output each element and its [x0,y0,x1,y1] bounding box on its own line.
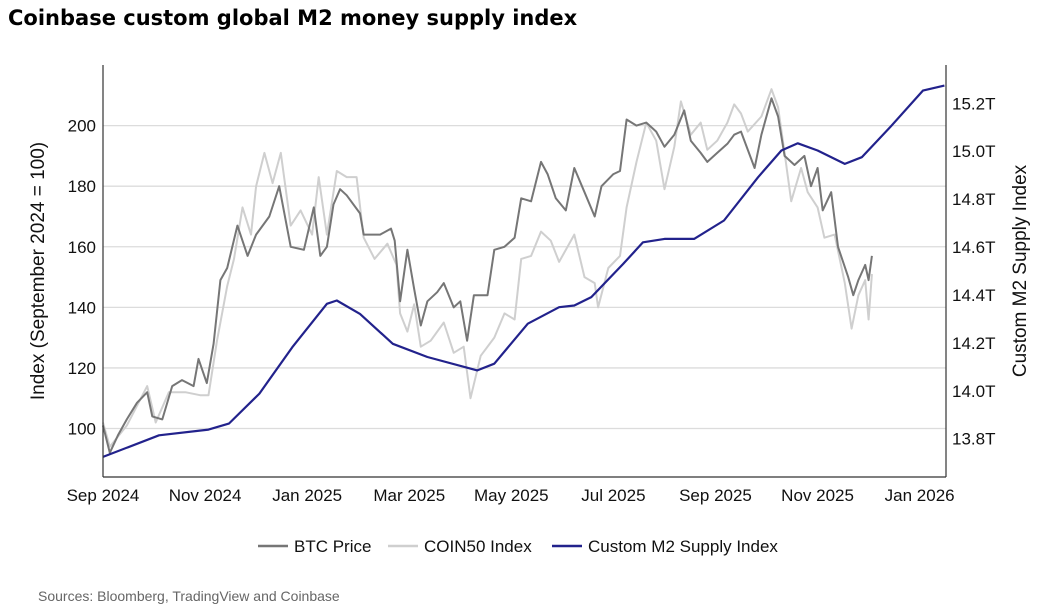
x-tick-label: Jan 2026 [885,486,955,505]
x-tick-label: Jul 2025 [581,486,645,505]
legend-label: BTC Price [294,537,371,556]
legend-label: Custom M2 Supply Index [588,537,778,556]
x-tick-label: Sep 2025 [679,486,752,505]
y2-tick-label: 15.2T [952,94,995,113]
x-tick-label: Nov 2024 [169,486,242,505]
y2-tick-label: 14.2T [952,334,995,353]
y-axis-label: Index (September 2024 = 100) [28,142,49,400]
y2-tick-label: 14.8T [952,190,995,209]
x-tick-label: Mar 2025 [373,486,445,505]
y-tick-label: 140 [68,298,96,317]
x-tick-label: Jan 2025 [272,486,342,505]
series-line-custom-m2-supply-index [102,84,945,458]
series-lines [102,84,945,458]
y-tick-label: 100 [68,420,96,439]
x-tick-label: Nov 2025 [781,486,854,505]
legend-item: COIN50 Index [388,537,532,556]
series-line-coin50-index [102,88,873,448]
legend-item: Custom M2 Supply Index [552,537,778,556]
y-tick-label: 200 [68,117,96,136]
y2-tick-label: 14.6T [952,238,995,257]
legend-item: BTC Price [258,537,371,556]
y-tick-label: 120 [68,359,96,378]
y2-tick-label: 14.0T [952,382,995,401]
series-line-btc-price [102,97,873,454]
x-tick-label: May 2025 [474,486,549,505]
y-tick-label: 160 [68,238,96,257]
y-tick-label: 180 [68,177,96,196]
axes: 100 120 140 160 180 200 13.8T 14.0T 14.2T 14.4T 14… [67,65,995,505]
source-note: Sources: Bloomberg, TradingView and Coin… [38,588,340,604]
y2-axis-label: Custom M2 Supply Index [1010,164,1031,377]
x-tick-label: Sep 2024 [67,486,140,505]
chart-title: Coinbase custom global M2 money supply i… [8,6,578,30]
y2-tick-label: 14.4T [952,286,995,305]
legend: BTC Price COIN50 Index Custom M2 Supply In… [258,537,778,556]
legend-label: COIN50 Index [424,537,532,556]
y2-tick-label: 15.0T [952,142,995,161]
y2-tick-label: 13.8T [952,430,995,449]
